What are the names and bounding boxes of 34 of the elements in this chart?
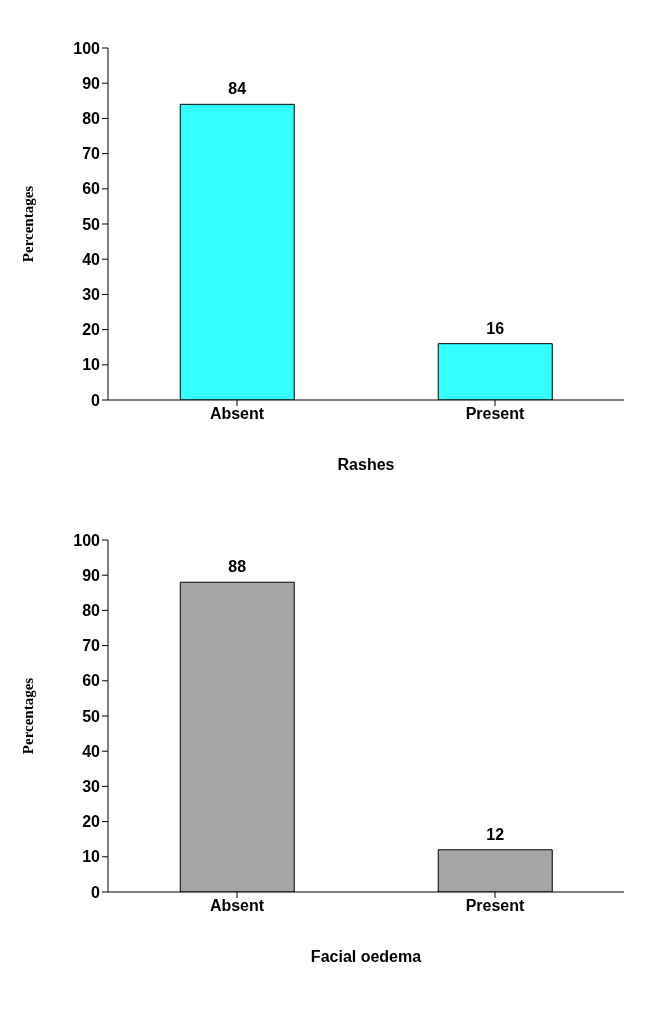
x-axis-title: Facial oedema [310, 948, 422, 965]
y-tick-label: 90 [82, 566, 101, 584]
y-tick-label: 10 [82, 848, 101, 866]
x-tick-label: Present [465, 405, 526, 423]
y-axis-title: Percentages [20, 185, 37, 263]
x-tick-label: Present [465, 897, 526, 915]
y-tick-label: 100 [73, 531, 101, 549]
y-tick-label: 40 [82, 742, 101, 760]
y-tick-label: 90 [82, 74, 101, 92]
y-tick-label: 80 [82, 110, 101, 128]
y-tick-label: 30 [82, 778, 101, 796]
y-tick-label: 80 [82, 602, 101, 620]
y-tick-label: 70 [82, 637, 101, 655]
y-tick-label: 0 [91, 391, 101, 409]
x-axis-title: Rashes [337, 456, 395, 473]
y-tick-label: 50 [82, 707, 101, 725]
y-tick-label: 40 [82, 250, 101, 268]
y-tick-label: 10 [82, 356, 101, 374]
data-label: 84 [228, 80, 247, 98]
data-label: 88 [228, 558, 247, 576]
y-tick-label: 0 [91, 883, 101, 901]
x-tick-label: Absent [209, 405, 265, 423]
y-tick-label: 60 [82, 180, 101, 198]
y-tick-label: 100 [73, 39, 101, 57]
x-tick-label: Absent [209, 897, 265, 915]
data-label: 16 [486, 319, 505, 337]
y-tick-label: 30 [82, 286, 101, 304]
y-axis-title: Percentages [20, 677, 37, 755]
y-tick-label: 20 [82, 813, 101, 831]
y-tick-label: 60 [82, 672, 101, 690]
y-tick-label: 70 [82, 145, 101, 163]
data-label: 12 [486, 825, 505, 843]
y-tick-label: 20 [82, 321, 101, 339]
y-tick-label: 50 [82, 215, 101, 233]
